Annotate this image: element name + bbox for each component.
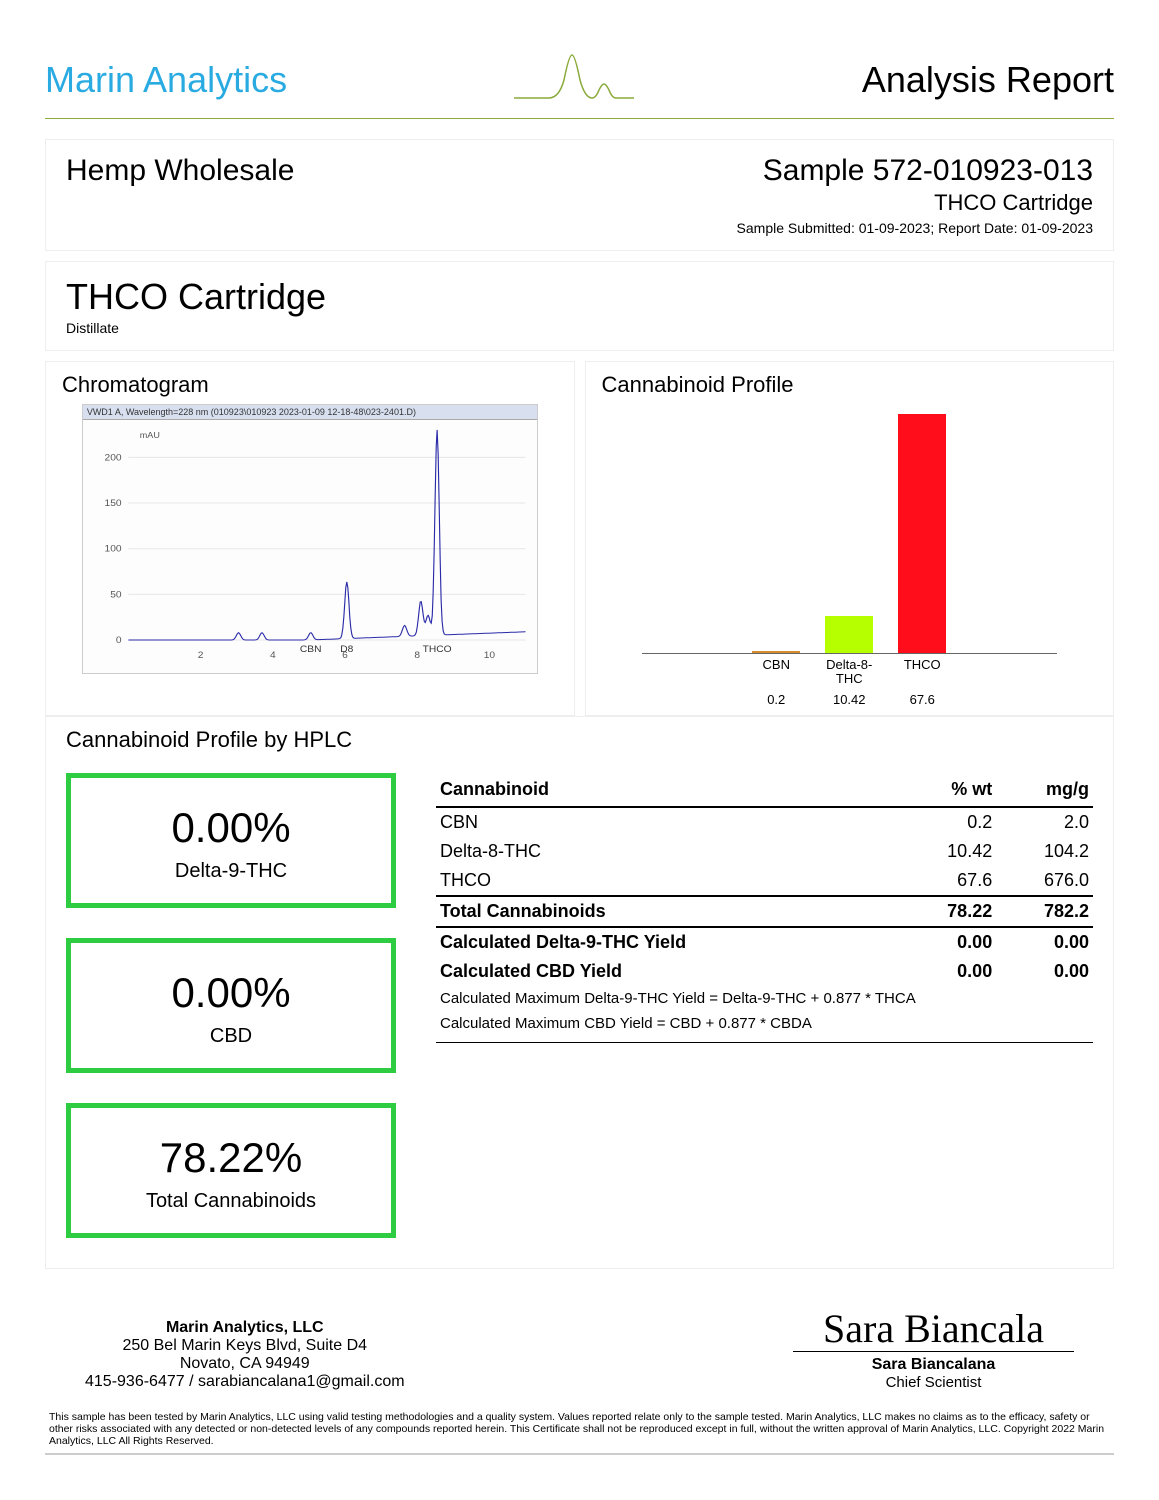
product-title-card: THCO Cartridge Distillate: [45, 261, 1114, 351]
product-subtitle: Distillate: [66, 320, 1093, 336]
metric-label: CBD: [81, 1025, 381, 1048]
signature-title: Chief Scientist: [793, 1374, 1074, 1391]
svg-text:CBN: CBN: [300, 645, 322, 655]
profile-bar-labels: CBN Delta-8-THC THCO: [642, 658, 1058, 687]
formula-line: Calculated Maximum CBD Yield = CBD + 0.8…: [436, 1011, 1093, 1036]
sample-dates: Sample Submitted: 01-09-2023; Report Dat…: [737, 220, 1093, 236]
col-mg: mg/g: [996, 773, 1093, 807]
signature-script: Sara Biancala: [793, 1309, 1074, 1352]
table-row: Total Cannabinoids78.22782.2: [436, 896, 1093, 927]
bar-value: 67.6: [895, 693, 950, 707]
chromatogram-chart: 050100150200246810CBND8THCOmAU: [83, 420, 537, 670]
svg-text:10: 10: [484, 651, 495, 661]
profile-bar-chart: [642, 404, 1058, 654]
product-title: THCO Cartridge: [66, 276, 1093, 318]
metric-value: 0.00%: [81, 969, 381, 1017]
bar-value: 0.2: [749, 693, 804, 707]
metric-box: 0.00% CBD: [66, 938, 396, 1073]
col-wt: % wt: [899, 773, 996, 807]
svg-text:mAU: mAU: [140, 431, 160, 440]
table-row: Delta-8-THC10.42104.2: [436, 837, 1093, 866]
table-row: THCO67.6676.0: [436, 866, 1093, 896]
svg-text:8: 8: [414, 651, 420, 661]
chromatogram-strip: VWD1 A, Wavelength=228 nm (010923\010923…: [83, 405, 537, 420]
formula-block: Calculated Maximum Delta-9-THC Yield = D…: [436, 986, 1093, 1043]
bar-label: CBN: [749, 658, 804, 687]
col-cannabinoid: Cannabinoid: [436, 773, 899, 807]
metric-value: 78.22%: [81, 1134, 381, 1182]
bar-label: Delta-8-THC: [822, 658, 877, 687]
footer-contact: 415-936-6477 / sarabiancalana1@gmail.com: [85, 1373, 405, 1391]
svg-text:D8: D8: [340, 645, 353, 655]
svg-text:0: 0: [116, 636, 122, 646]
bar: [822, 616, 877, 653]
sample-id: Sample 572-010923-013: [737, 154, 1093, 188]
metric-column: 0.00% Delta-9-THC 0.00% CBD 78.22% Total Cann…: [66, 773, 396, 1238]
bar: [749, 651, 804, 653]
footer-company: Marin Analytics, LLC: [85, 1319, 405, 1337]
chromatogram-title: Chromatogram: [62, 372, 558, 398]
disclaimer-text: This sample has been tested by Marin Ana…: [45, 1411, 1114, 1455]
bar-label: THCO: [895, 658, 950, 687]
bar-value: 10.42: [822, 693, 877, 707]
svg-text:THCO: THCO: [422, 645, 451, 655]
report-header: Marin Analytics Analysis Report: [45, 50, 1114, 119]
chromatogram-panel: Chromatogram VWD1 A, Wavelength=228 nm (…: [45, 361, 575, 716]
profile-chart-panel: Cannabinoid Profile CBN Delta-8-THC THCO 0…: [585, 361, 1115, 716]
table-row: Calculated Delta-9-THC Yield0.000.00: [436, 927, 1093, 957]
svg-text:100: 100: [104, 544, 121, 554]
profile-bar-values: 0.2 10.42 67.6: [642, 693, 1058, 707]
footer-address1: 250 Bel Marin Keys Blvd, Suite D4: [85, 1337, 405, 1355]
hplc-section: Cannabinoid Profile by HPLC 0.00% Delta-9…: [45, 716, 1114, 1269]
company-name: Marin Analytics: [45, 59, 287, 101]
hplc-title: Cannabinoid Profile by HPLC: [66, 727, 1093, 753]
sample-info-card: Hemp Wholesale Sample 572-010923-013 THC…: [45, 139, 1114, 251]
signature-name: Sara Biancalana: [793, 1356, 1074, 1374]
metric-label: Total Cannabinoids: [81, 1190, 381, 1213]
metric-value: 0.00%: [81, 804, 381, 852]
profile-chart-title: Cannabinoid Profile: [602, 372, 1098, 398]
sample-product: THCO Cartridge: [737, 190, 1093, 216]
chromatogram-peak-icon: [514, 50, 634, 110]
svg-text:150: 150: [104, 499, 121, 509]
metric-box: 78.22% Total Cannabinoids: [66, 1103, 396, 1238]
metric-box: 0.00% Delta-9-THC: [66, 773, 396, 908]
client-name: Hemp Wholesale: [66, 154, 294, 236]
footer-address2: Novato, CA 94949: [85, 1355, 405, 1373]
svg-text:50: 50: [110, 590, 121, 600]
table-row: Calculated CBD Yield0.000.00: [436, 957, 1093, 986]
svg-text:2: 2: [198, 651, 204, 661]
bar: [895, 414, 950, 653]
cannabinoid-table: Cannabinoid % wt mg/g CBN0.22.0Delta-8-T…: [436, 773, 1093, 986]
svg-text:4: 4: [270, 651, 276, 661]
table-row: CBN0.22.0: [436, 807, 1093, 837]
report-footer: Marin Analytics, LLC 250 Bel Marin Keys …: [45, 1309, 1114, 1391]
report-title: Analysis Report: [862, 59, 1114, 101]
formula-line: Calculated Maximum Delta-9-THC Yield = D…: [436, 986, 1093, 1011]
metric-label: Delta-9-THC: [81, 860, 381, 883]
svg-text:200: 200: [104, 453, 121, 463]
